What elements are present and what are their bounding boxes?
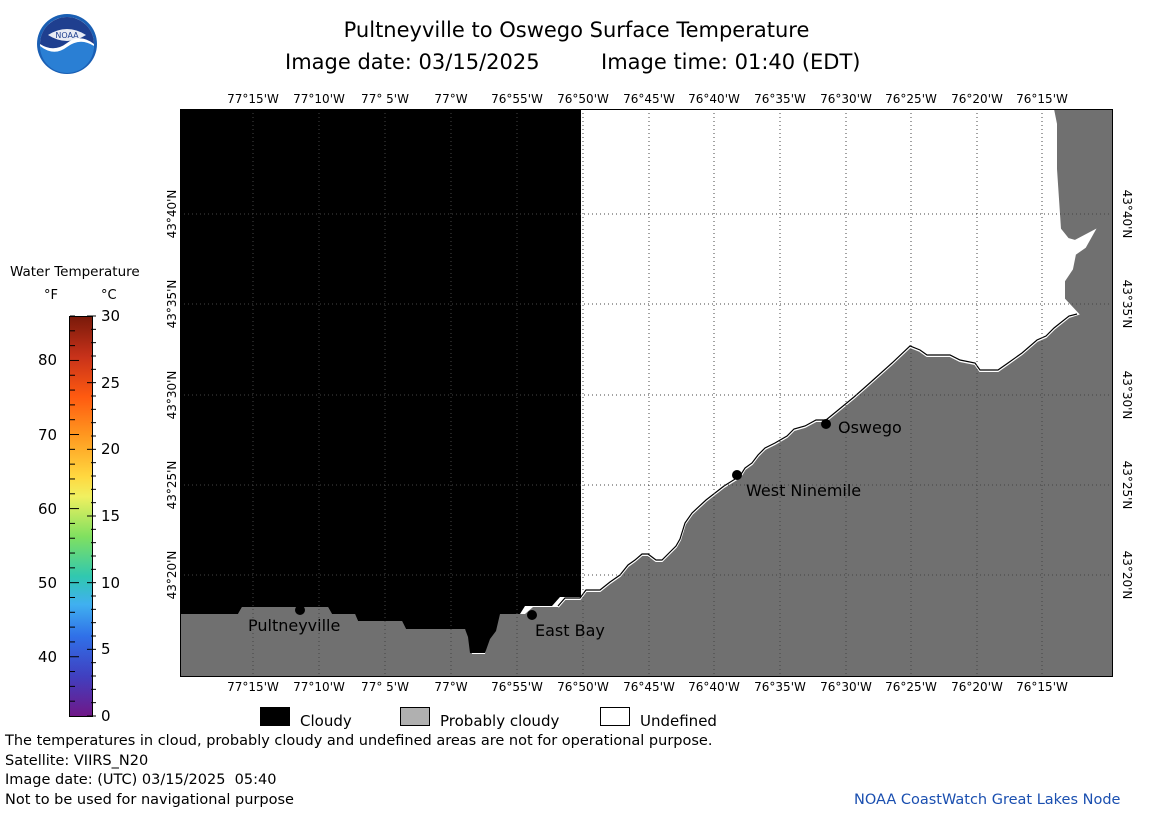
colorbar-f-tick: 70	[38, 425, 58, 444]
lon-label-bottom: 76°25'W	[885, 680, 937, 694]
lon-label-top: 76°40'W	[688, 92, 740, 106]
colorbar-c-tick: 20	[101, 440, 121, 459]
legend-swatch-cloudy	[260, 707, 290, 726]
lon-label-top: 76°25'W	[885, 92, 937, 106]
lon-label-bottom: 76°55'W	[491, 680, 543, 694]
lon-label-bottom: 76°20'W	[951, 680, 1003, 694]
lon-label-bottom: 76°50'W	[557, 680, 609, 694]
image-date: Image date: 03/15/2025	[285, 50, 540, 74]
colorbar-c-tick: 30	[101, 307, 121, 325]
footer-credit-link[interactable]: NOAA CoastWatch Great Lakes Node	[854, 792, 1121, 808]
lat-label-right: 43°30'N	[1120, 370, 1134, 420]
land-area	[180, 109, 1113, 677]
logo-text: NOAA	[55, 31, 79, 40]
lon-label-bottom: 76°35'W	[754, 680, 806, 694]
lat-label-right: 43°40'N	[1120, 189, 1134, 239]
coastline-black	[557, 313, 1078, 607]
lon-label-top: 77°W	[434, 92, 468, 106]
footer-satellite: Satellite: VIIRS_N20	[5, 753, 149, 769]
noaa-logo-icon: NOAA	[37, 14, 97, 74]
lon-label-bottom: 76°45'W	[623, 680, 675, 694]
lon-label-bottom: 77°15'W	[227, 680, 279, 694]
legend-swatch-undefined	[600, 707, 630, 726]
colorbar-c-tick: 0	[101, 707, 111, 725]
lon-label-top: 77°15'W	[227, 92, 279, 106]
place-label-east-bay: East Bay	[535, 621, 605, 640]
place-label-oswego: Oswego	[838, 418, 902, 437]
lon-label-top: 76°30'W	[820, 92, 872, 106]
lon-label-top: 77° 5'W	[361, 92, 409, 106]
lat-label-left: 43°40'N	[165, 189, 179, 239]
colorbar-c-tick: 25	[101, 373, 121, 392]
lon-label-top: 76°55'W	[491, 92, 543, 106]
lon-label-bottom: 76°30'W	[820, 680, 872, 694]
lat-label-left: 43°20'N	[165, 550, 179, 600]
colorbar-f-tick: 40	[38, 647, 58, 666]
marker-oswego	[821, 419, 831, 429]
lat-label-right: 43°25'N	[1120, 460, 1134, 510]
marker-west-ninemile	[732, 470, 742, 480]
colorbar-ticks	[70, 315, 96, 717]
legend-swatch-probably-cloudy	[400, 707, 430, 726]
colorbar-c-tick: 5	[101, 640, 111, 659]
legend-label-cloudy: Cloudy	[300, 712, 352, 730]
colorbar-title: Water Temperature	[10, 264, 140, 280]
lon-label-top: 76°15'W	[1016, 92, 1068, 106]
lon-label-bottom: 77° 5'W	[361, 680, 409, 694]
noaa-logo: NOAA	[36, 13, 98, 75]
lon-label-bottom: 77°10'W	[293, 680, 345, 694]
legend-label-probably-cloudy: Probably cloudy	[440, 712, 560, 730]
place-label-pultneyville: Pultneyville	[248, 616, 341, 635]
colorbar-c-tick: 10	[101, 573, 121, 592]
colorbar-f-tick: 50	[38, 573, 58, 592]
page-title: Pultneyville to Oswego Surface Temperatu…	[343, 18, 810, 42]
graticule	[180, 109, 1113, 677]
cloudy-area	[180, 109, 581, 653]
footer-nav-warning: Not to be used for navigational purpose	[5, 792, 294, 808]
lat-label-right: 43°20'N	[1120, 550, 1134, 600]
lon-label-top: 76°50'W	[557, 92, 609, 106]
colorbar-unit-f: °F	[44, 288, 58, 303]
colorbar-c-tick: 15	[101, 507, 121, 525]
lon-label-top: 76°20'W	[951, 92, 1003, 106]
lon-label-top: 76°45'W	[623, 92, 675, 106]
lon-label-bottom: 76°40'W	[688, 680, 740, 694]
lat-label-left: 43°30'N	[165, 370, 179, 420]
map-svg	[180, 109, 1113, 677]
map-frame	[180, 109, 1113, 677]
marker-pultneyville	[295, 605, 305, 615]
legend-label-undefined: Undefined	[640, 712, 717, 730]
place-label-west-ninemile: West Ninemile	[746, 481, 862, 500]
marker-east-bay	[527, 610, 537, 620]
lon-label-top: 77°10'W	[293, 92, 345, 106]
image-time: Image time: 01:40 (EDT)	[601, 50, 861, 74]
colorbar-f-tick: 80	[38, 351, 58, 370]
lat-label-left: 43°35'N	[165, 279, 179, 329]
lat-label-right: 43°35'N	[1120, 279, 1134, 329]
footer-disclaimer: The temperatures in cloud, probably clou…	[5, 733, 713, 749]
lon-label-bottom: 77°W	[434, 680, 468, 694]
lon-label-top: 76°35'W	[754, 92, 806, 106]
lat-label-left: 43°25'N	[165, 460, 179, 510]
colorbar-unit-c: °C	[101, 288, 117, 303]
footer-utc-date: Image date: (UTC) 03/15/2025 05:40	[5, 772, 277, 788]
lon-label-bottom: 76°15'W	[1016, 680, 1068, 694]
colorbar-f-tick: 60	[38, 499, 58, 518]
coastline	[557, 109, 1097, 608]
